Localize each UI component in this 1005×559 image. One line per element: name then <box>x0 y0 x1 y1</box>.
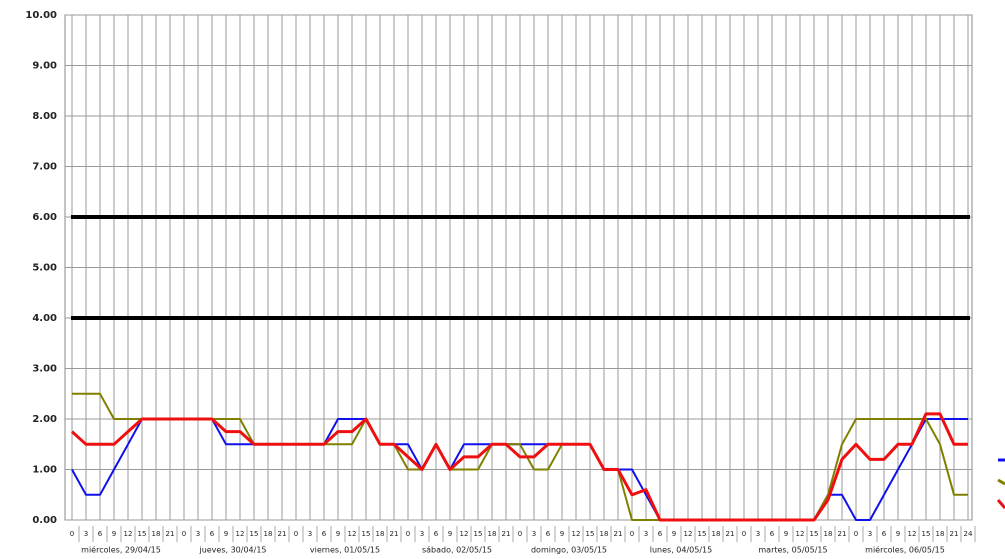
x-tick-label: 21 <box>390 530 399 538</box>
day-label: sábado, 02/05/15 <box>422 546 492 555</box>
x-tick-label: 18 <box>152 530 161 538</box>
x-tick-label: 0 <box>742 530 746 538</box>
x-tick-label: 18 <box>936 530 945 538</box>
x-tick-label: 9 <box>112 530 116 538</box>
y-tick-label: 9.00 <box>32 61 57 72</box>
x-tick-label: 3 <box>84 530 88 538</box>
day-label: martes, 05/05/15 <box>758 546 827 555</box>
x-tick-label: 18 <box>264 530 273 538</box>
y-tick-label: 1.00 <box>32 465 57 476</box>
series-line <box>70 412 968 522</box>
x-tick-label: 15 <box>922 530 931 538</box>
x-tick-label: 6 <box>882 530 887 538</box>
x-tick-label: 3 <box>532 530 536 538</box>
legend-swatch <box>996 499 1005 509</box>
x-tick-label: 24 <box>964 530 973 538</box>
day-label: viernes, 01/05/15 <box>310 546 380 555</box>
x-tick-label: 6 <box>322 530 327 538</box>
x-tick-label: 15 <box>810 530 819 538</box>
y-tick-label: 7.00 <box>32 162 57 173</box>
x-tick-label: 0 <box>406 530 410 538</box>
x-tick-label: 3 <box>644 530 648 538</box>
x-tick-label: 6 <box>546 530 551 538</box>
x-tick-label: 18 <box>600 530 609 538</box>
y-tick-label: 6.00 <box>32 212 57 223</box>
day-label: domingo, 03/05/15 <box>531 546 607 555</box>
x-tick-label: 3 <box>756 530 760 538</box>
day-label: miércoles, 06/05/15 <box>865 545 945 555</box>
x-tick-label: 12 <box>796 530 805 538</box>
x-tick-label: 9 <box>336 530 340 538</box>
x-tick-label: 6 <box>658 530 663 538</box>
y-tick-label: 0.00 <box>32 515 57 526</box>
x-tick-label: 6 <box>770 530 775 538</box>
x-tick-label: 12 <box>572 530 581 538</box>
x-tick-label: 6 <box>98 530 103 538</box>
x-tick-label: 21 <box>726 530 735 538</box>
x-tick-label: 12 <box>908 530 917 538</box>
x-tick-label: 12 <box>348 530 357 538</box>
x-tick-label: 0 <box>70 530 74 538</box>
x-tick-label: 15 <box>586 530 595 538</box>
x-tick-label: 3 <box>308 530 312 538</box>
x-tick-label: 9 <box>672 530 676 538</box>
x-tick-label: 15 <box>138 530 147 538</box>
x-tick-label: 15 <box>250 530 259 538</box>
x-tick-label: 21 <box>278 530 287 538</box>
x-tick-label: 12 <box>124 530 133 538</box>
legend-swatch <box>997 478 1005 486</box>
x-tick-label: 12 <box>236 530 245 538</box>
x-tick-label: 18 <box>824 530 833 538</box>
x-tick-label: 18 <box>376 530 385 538</box>
y-tick-label: 5.00 <box>32 263 57 274</box>
y-tick-label: 3.00 <box>32 364 57 375</box>
x-tick-label: 9 <box>784 530 788 538</box>
x-tick-label: 9 <box>224 530 228 538</box>
x-tick-label: 9 <box>560 530 564 538</box>
day-label: miércoles, 29/04/15 <box>81 545 161 555</box>
x-tick-label: 0 <box>182 530 186 538</box>
x-tick-label: 3 <box>420 530 424 538</box>
y-tick-label: 8.00 <box>32 111 57 122</box>
x-tick-label: 21 <box>838 530 847 538</box>
x-tick-label: 15 <box>362 530 371 538</box>
x-tick-label: 3 <box>196 530 200 538</box>
x-tick-label: 18 <box>712 530 721 538</box>
x-tick-label: 6 <box>434 530 439 538</box>
x-tick-label: 0 <box>854 530 858 538</box>
x-tick-label: 12 <box>460 530 469 538</box>
x-tick-label: 3 <box>868 530 872 538</box>
x-tick-label: 6 <box>210 530 215 538</box>
day-label: jueves, 30/04/15 <box>198 546 266 555</box>
x-tick-label: 18 <box>488 530 497 538</box>
x-tick-label: 0 <box>294 530 298 538</box>
y-tick-label: 10.00 <box>25 10 57 21</box>
x-tick-label: 15 <box>698 530 707 538</box>
x-tick-label: 0 <box>630 530 634 538</box>
x-tick-label: 21 <box>166 530 175 538</box>
day-label: lunes, 04/05/15 <box>650 546 712 555</box>
y-tick-label: 4.00 <box>32 313 57 324</box>
x-tick-label: 15 <box>474 530 483 538</box>
x-tick-label: 0 <box>518 530 522 538</box>
x-tick-label: 21 <box>502 530 511 538</box>
x-tick-label: 9 <box>448 530 452 538</box>
x-tick-label: 21 <box>614 530 623 538</box>
x-tick-label: 21 <box>950 530 959 538</box>
y-tick-label: 2.00 <box>32 414 57 425</box>
x-tick-label: 12 <box>684 530 693 538</box>
x-tick-label: 9 <box>896 530 900 538</box>
